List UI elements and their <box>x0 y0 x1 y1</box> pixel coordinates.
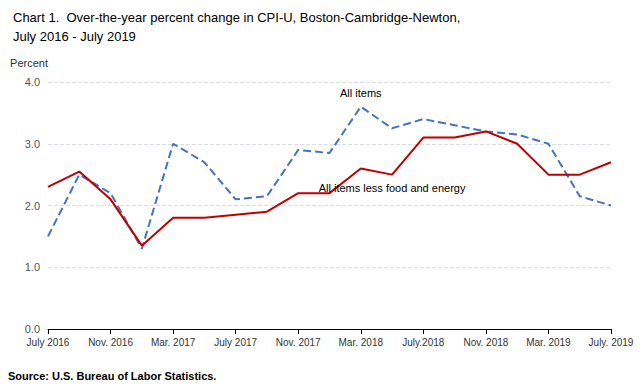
svg-text:All items: All items <box>340 87 382 99</box>
svg-text:Mar. 2019: Mar. 2019 <box>526 337 571 348</box>
svg-text:Source: U.S. Bureau of Labor S: Source: U.S. Bureau of Labor Statistics. <box>8 370 216 382</box>
svg-text:July 2016: July 2016 <box>27 337 70 348</box>
svg-text:Nov. 2017: Nov. 2017 <box>276 337 321 348</box>
svg-text:Mar. 2018: Mar. 2018 <box>339 337 384 348</box>
svg-text:4.0: 4.0 <box>25 76 40 88</box>
svg-text:July 2016 - July 2019: July 2016 - July 2019 <box>13 29 136 44</box>
svg-text:0.0: 0.0 <box>25 323 40 335</box>
svg-text:July.2018: July.2018 <box>402 337 445 348</box>
svg-text:Nov. 2016: Nov. 2016 <box>88 337 133 348</box>
svg-text:All items less food and energy: All items less food and energy <box>319 182 466 194</box>
svg-text:3.0: 3.0 <box>25 138 40 150</box>
svg-text:2.0: 2.0 <box>25 200 40 212</box>
svg-text:Mar. 2017: Mar. 2017 <box>151 337 196 348</box>
svg-text:Percent: Percent <box>10 57 48 69</box>
svg-text:July. 2019: July. 2019 <box>589 337 634 348</box>
svg-text:July 2017: July 2017 <box>214 337 257 348</box>
svg-text:Chart 1. Over-the-year percen: Chart 1. Over-the-year percent change in… <box>13 10 460 25</box>
svg-text:Nov. 2018: Nov. 2018 <box>463 337 508 348</box>
svg-text:1.0: 1.0 <box>25 261 40 273</box>
